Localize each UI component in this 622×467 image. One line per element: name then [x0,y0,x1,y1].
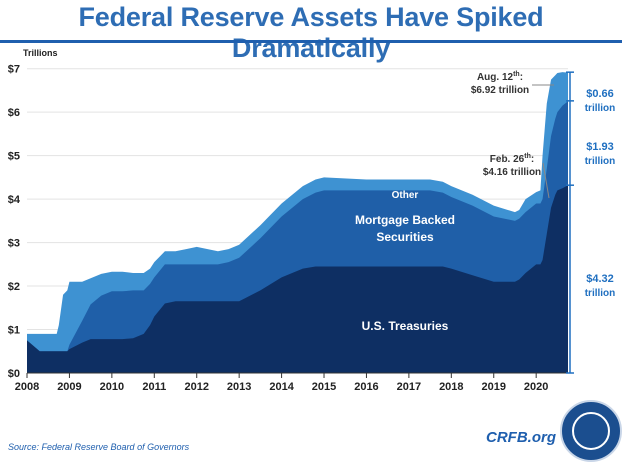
y-tick-label: $7 [8,64,20,76]
x-tick-label: 2011 [142,381,166,393]
bracket-unit: trillion [585,156,616,167]
x-tick-label: 2013 [227,381,251,393]
y-axis-label: Trillions [23,48,58,58]
y-tick-label: $2 [8,281,20,293]
y-tick-label: $6 [8,107,20,119]
x-tick-label: 2018 [439,381,463,393]
x-tick-label: 2014 [269,381,294,393]
bracket-value: $4.32 [586,273,614,285]
feb-annotation-leader [542,162,550,199]
aug-annotation-line1: Aug. 12th: [477,71,523,83]
title-bar: Federal Reserve Assets Have Spiked Drama… [0,0,622,63]
other-label: Other [392,190,419,201]
treasuries-label: U.S. Treasuries [362,319,449,333]
series-labels: U.S. Treasuries Mortgage Backed Securities… [355,190,455,333]
mbs-label-line2: Securities [376,230,434,244]
x-tick-label: 2009 [57,381,81,393]
value-brackets: $0.66 trillion $1.93 trillion $4.32 trillion [566,71,616,374]
treasuries-area [27,185,568,373]
feb-annotation-line1: Feb. 26th: [490,153,534,165]
bracket-unit: trillion [585,103,616,114]
y-tick-label: $4 [8,194,21,206]
bracket-value: $1.93 [586,141,614,153]
stacked-areas [27,72,568,373]
seal-ring [572,412,610,450]
seal-logo [560,400,622,462]
x-tick-label: 2016 [354,381,378,393]
x-tick-label: 2017 [397,381,421,393]
x-tick-label: 2019 [482,381,506,393]
x-tick-label: 2012 [184,381,208,393]
x-tick-label: 2010 [100,381,124,393]
crfb-logo: CRFB.org [486,429,556,446]
x-tick-label: 2008 [15,381,39,393]
bracket-unit: trillion [585,288,616,299]
chart-title: Federal Reserve Assets Have Spiked Drama… [78,2,544,63]
title-underline [0,40,622,43]
mbs-label-line1: Mortgage Backed [355,213,455,227]
source-note: Source: Federal Reserve Board of Governo… [8,442,190,452]
annotations: Aug. 12th: $6.92 trillion Feb. 26th: $4.16 … [471,71,554,199]
feb-annotation-line2: $4.16 trillion [483,167,541,178]
x-tick-label: 2015 [312,381,336,393]
y-tick-label: $5 [8,151,20,163]
y-tick-label: $3 [8,238,20,250]
aug-annotation-line2: $6.92 trillion [471,85,529,96]
y-tick-label: $1 [8,325,20,337]
x-tick-label: 2020 [524,381,548,393]
bracket-value: $0.66 [586,88,614,100]
y-tick-label: $0 [8,368,20,380]
